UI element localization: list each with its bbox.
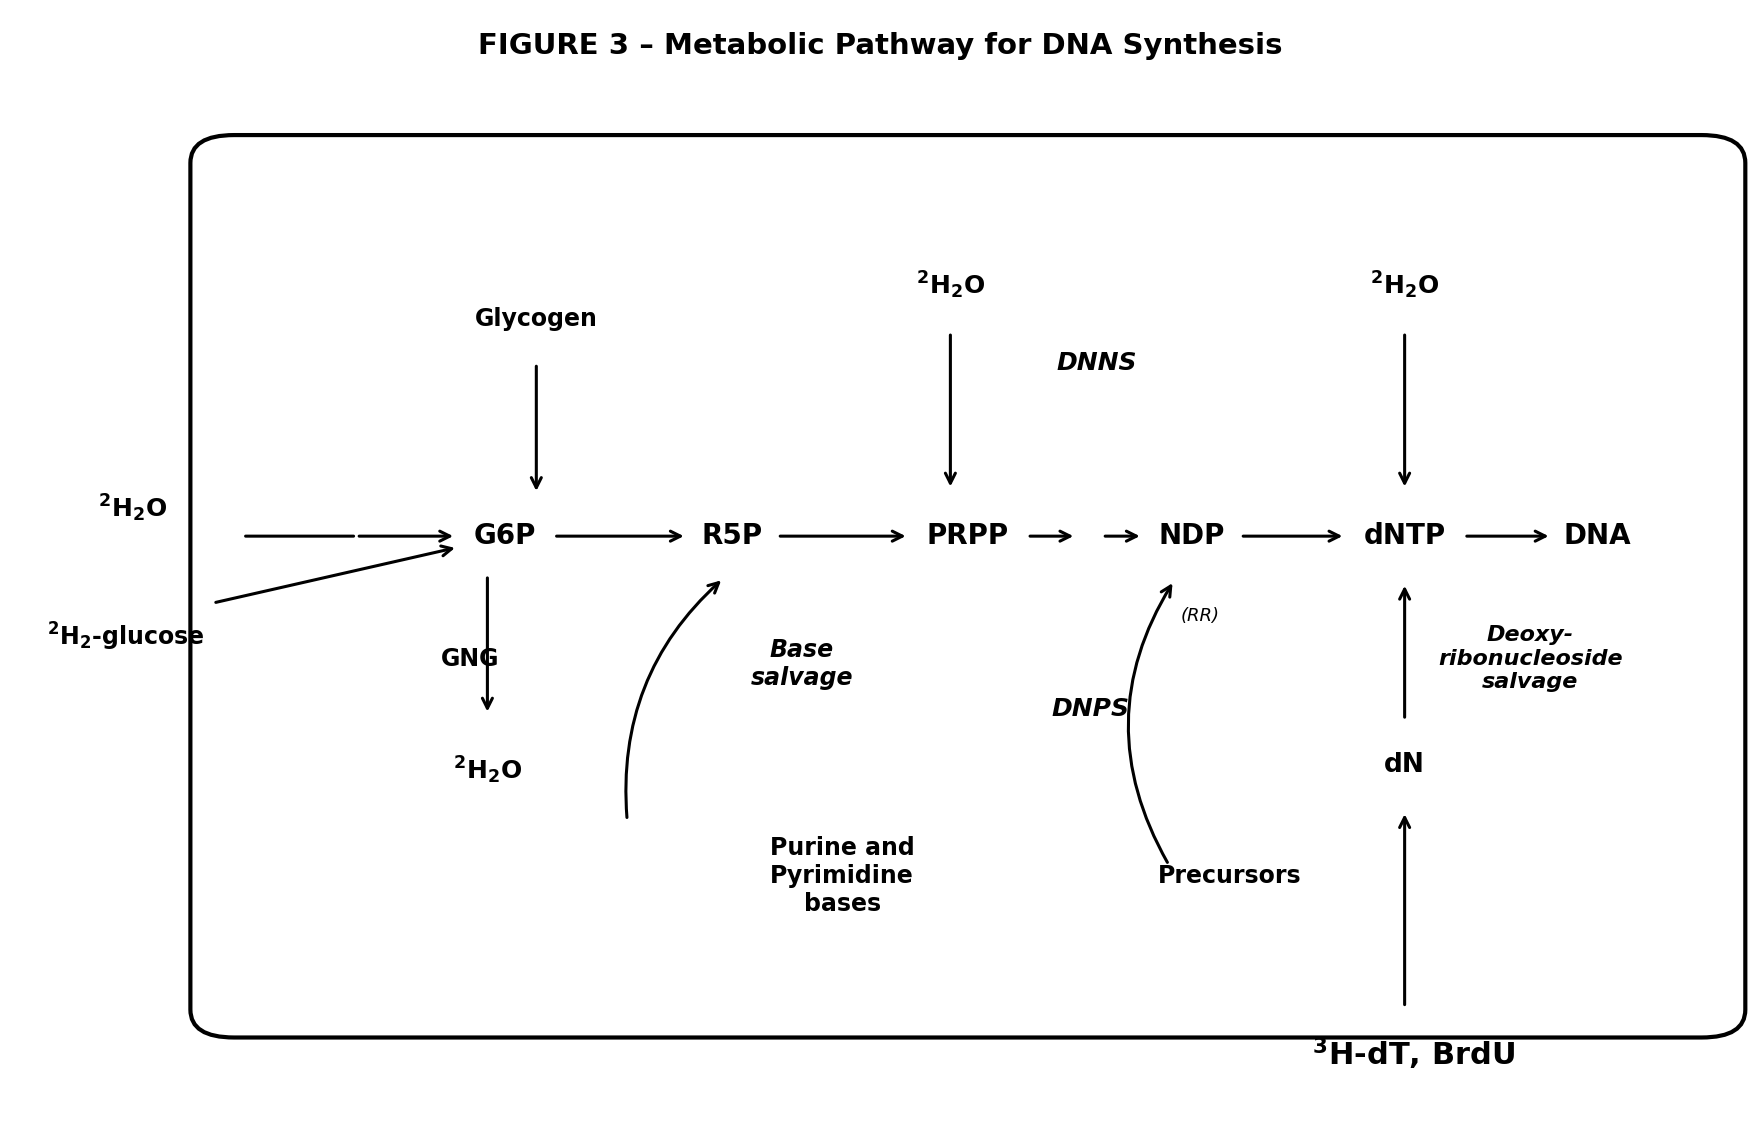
Text: $\mathbf{^2}$H$_\mathbf{2}$O: $\mathbf{^2}$H$_\mathbf{2}$O <box>99 493 167 525</box>
Text: PRPP: PRPP <box>926 522 1009 550</box>
Text: $\mathbf{^3}$H-dT, BrdU: $\mathbf{^3}$H-dT, BrdU <box>1312 1036 1514 1073</box>
Text: dNTP: dNTP <box>1363 522 1446 550</box>
Text: Glycogen: Glycogen <box>475 307 597 331</box>
Text: $\mathbf{^2}$H$_\mathbf{2}$-glucose: $\mathbf{^2}$H$_\mathbf{2}$-glucose <box>48 620 204 652</box>
Text: DNPS: DNPS <box>1051 697 1129 721</box>
Text: FIGURE 3 – Metabolic Pathway for DNA Synthesis: FIGURE 3 – Metabolic Pathway for DNA Syn… <box>479 32 1282 60</box>
Text: (RR): (RR) <box>1180 607 1220 625</box>
Text: $\mathbf{^2}$H$_\mathbf{2}$O: $\mathbf{^2}$H$_\mathbf{2}$O <box>1370 270 1439 301</box>
Text: Base
salvage: Base salvage <box>750 638 852 690</box>
Text: G6P: G6P <box>474 522 535 550</box>
Text: Purine and
Pyrimidine
bases: Purine and Pyrimidine bases <box>770 836 914 916</box>
Text: DNA: DNA <box>1564 522 1631 550</box>
Text: R5P: R5P <box>701 522 763 550</box>
Text: dN: dN <box>1384 751 1425 777</box>
Text: $\mathbf{^2}$H$_\mathbf{2}$O: $\mathbf{^2}$H$_\mathbf{2}$O <box>916 270 984 301</box>
Text: NDP: NDP <box>1159 522 1224 550</box>
Text: Precursors: Precursors <box>1159 864 1301 888</box>
Text: DNNS: DNNS <box>1057 352 1138 376</box>
FancyBboxPatch shape <box>190 135 1745 1038</box>
Text: GNG: GNG <box>440 646 498 671</box>
Text: $\mathbf{^2}$H$_\mathbf{2}$O: $\mathbf{^2}$H$_\mathbf{2}$O <box>453 755 521 786</box>
Text: Deoxy-
ribonucleoside
salvage: Deoxy- ribonucleoside salvage <box>1439 626 1622 691</box>
